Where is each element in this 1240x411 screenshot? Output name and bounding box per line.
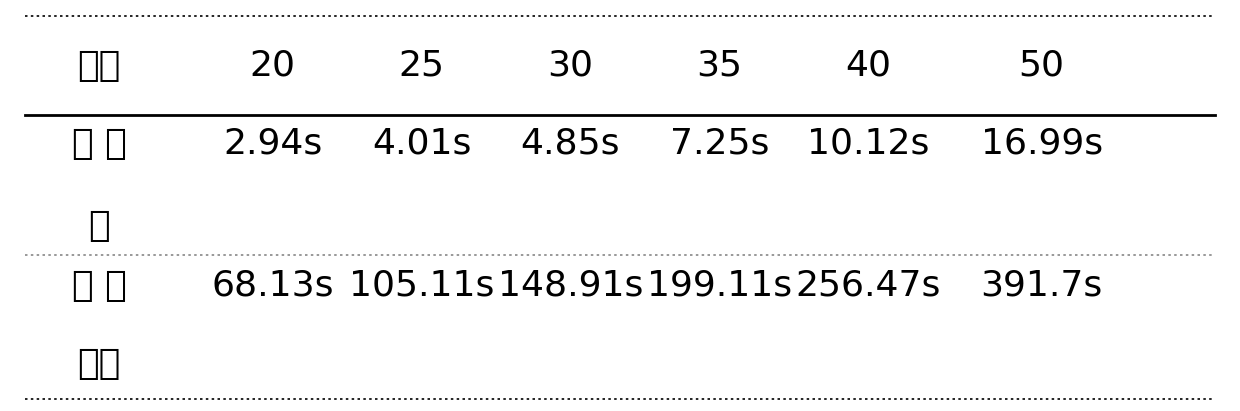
- Text: 391.7s: 391.7s: [981, 269, 1102, 302]
- Text: 传 统: 传 统: [72, 269, 126, 302]
- Text: 方法: 方法: [78, 347, 120, 381]
- Text: 199.11s: 199.11s: [646, 269, 792, 302]
- Text: 35: 35: [696, 49, 743, 83]
- Text: 30: 30: [547, 49, 594, 83]
- Text: 4.01s: 4.01s: [372, 127, 471, 161]
- Text: 105.11s: 105.11s: [348, 269, 495, 302]
- Text: 148.91s: 148.91s: [497, 269, 644, 302]
- Text: 2.94s: 2.94s: [223, 127, 322, 161]
- Text: 7.25s: 7.25s: [670, 127, 769, 161]
- Text: 方法: 方法: [78, 49, 120, 83]
- Text: 40: 40: [844, 49, 892, 83]
- Text: 10.12s: 10.12s: [807, 127, 929, 161]
- Text: 25: 25: [398, 49, 445, 83]
- Text: 256.47s: 256.47s: [795, 269, 941, 302]
- Text: 本 方: 本 方: [72, 127, 126, 161]
- Text: 4.85s: 4.85s: [521, 127, 620, 161]
- Text: 16.99s: 16.99s: [981, 127, 1102, 161]
- Text: 50: 50: [1018, 49, 1065, 83]
- Text: 法: 法: [88, 209, 110, 243]
- Text: 68.13s: 68.13s: [212, 269, 334, 302]
- Text: 20: 20: [249, 49, 296, 83]
